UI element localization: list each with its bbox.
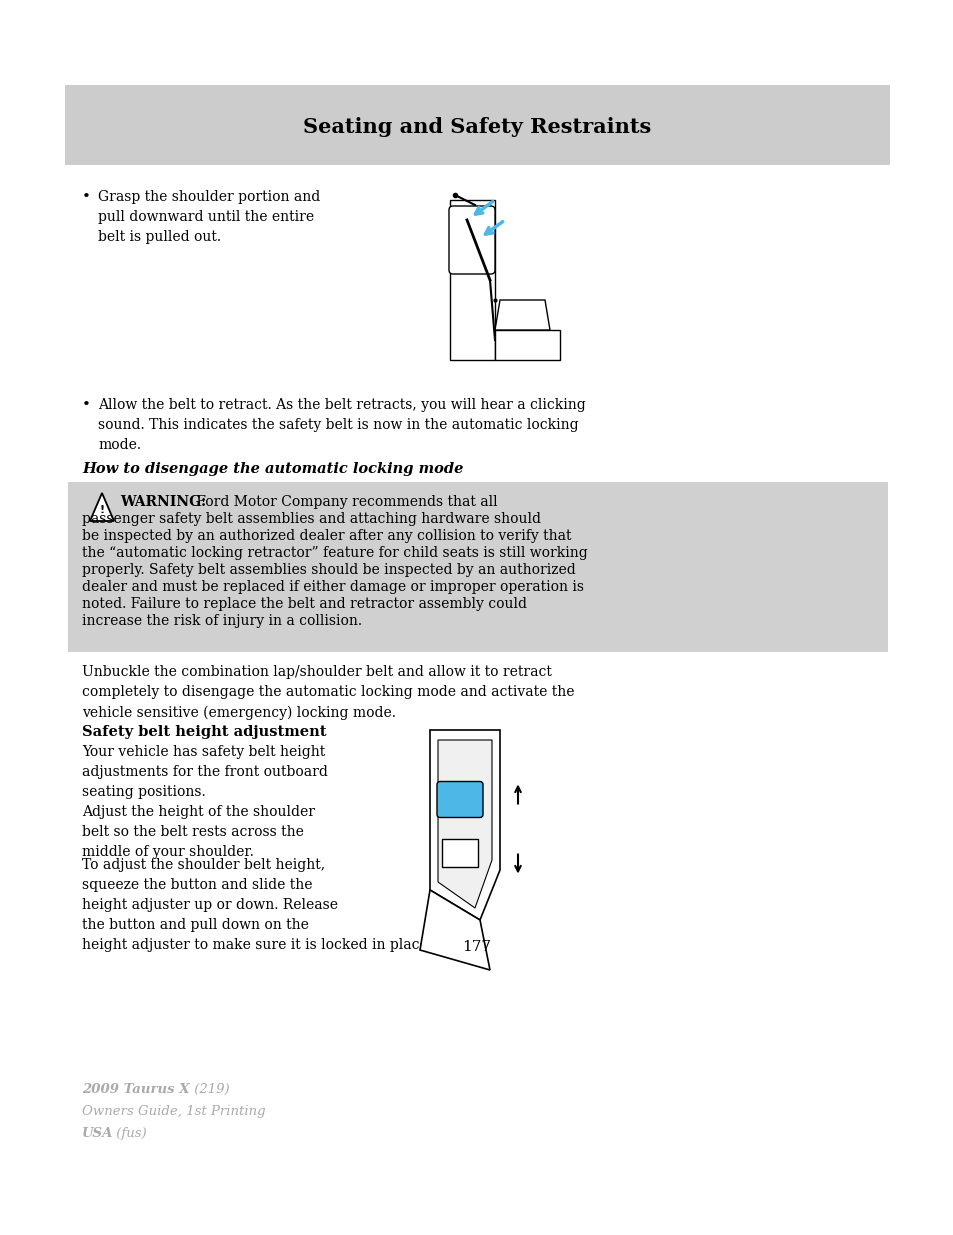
FancyBboxPatch shape bbox=[436, 782, 482, 818]
Polygon shape bbox=[430, 730, 499, 920]
Text: increase the risk of injury in a collision.: increase the risk of injury in a collisi… bbox=[82, 614, 362, 629]
Text: 2009 Taurus X: 2009 Taurus X bbox=[82, 1083, 190, 1095]
Text: noted. Failure to replace the belt and retractor assembly could: noted. Failure to replace the belt and r… bbox=[82, 597, 526, 611]
Text: properly. Safety belt assemblies should be inspected by an authorized: properly. Safety belt assemblies should … bbox=[82, 563, 576, 577]
Text: dealer and must be replaced if either damage or improper operation is: dealer and must be replaced if either da… bbox=[82, 580, 583, 594]
Polygon shape bbox=[419, 890, 490, 969]
Bar bbox=[65, 85, 889, 165]
Text: •: • bbox=[82, 190, 91, 204]
Bar bbox=[441, 839, 477, 867]
Polygon shape bbox=[495, 300, 550, 330]
Text: •: • bbox=[82, 398, 91, 412]
Text: Your vehicle has safety belt height
adjustments for the front outboard
seating p: Your vehicle has safety belt height adju… bbox=[82, 745, 328, 799]
Text: Unbuckle the combination lap/shoulder belt and allow it to retract
completely to: Unbuckle the combination lap/shoulder be… bbox=[82, 664, 574, 720]
Polygon shape bbox=[90, 493, 113, 521]
Text: the “automatic locking retractor” feature for child seats is still working: the “automatic locking retractor” featur… bbox=[82, 546, 587, 559]
Text: Owners Guide, 1st Printing: Owners Guide, 1st Printing bbox=[82, 1105, 265, 1118]
Text: Grasp the shoulder portion and
pull downward until the entire
belt is pulled out: Grasp the shoulder portion and pull down… bbox=[98, 190, 320, 245]
Text: Ford Motor Company recommends that all: Ford Motor Company recommends that all bbox=[192, 495, 497, 509]
Text: be inspected by an authorized dealer after any collision to verify that: be inspected by an authorized dealer aft… bbox=[82, 529, 571, 543]
Polygon shape bbox=[495, 330, 559, 359]
Text: 177: 177 bbox=[462, 940, 491, 953]
Polygon shape bbox=[450, 200, 495, 359]
Text: Adjust the height of the shoulder
belt so the belt rests across the
middle of yo: Adjust the height of the shoulder belt s… bbox=[82, 805, 314, 860]
Bar bbox=[68, 482, 887, 652]
Text: passenger safety belt assemblies and attaching hardware should: passenger safety belt assemblies and att… bbox=[82, 513, 540, 526]
Text: !: ! bbox=[99, 505, 105, 515]
Text: To adjust the shoulder belt height,
squeeze the button and slide the
height adju: To adjust the shoulder belt height, sque… bbox=[82, 858, 432, 952]
Text: How to disengage the automatic locking mode: How to disengage the automatic locking m… bbox=[82, 462, 463, 475]
Text: (fus): (fus) bbox=[112, 1128, 147, 1140]
Text: (219): (219) bbox=[190, 1083, 230, 1095]
Text: Seating and Safety Restraints: Seating and Safety Restraints bbox=[302, 117, 651, 137]
Text: WARNING:: WARNING: bbox=[120, 495, 206, 509]
FancyBboxPatch shape bbox=[449, 206, 495, 274]
Text: USA: USA bbox=[82, 1128, 113, 1140]
Text: Allow the belt to retract. As the belt retracts, you will hear a clicking
sound.: Allow the belt to retract. As the belt r… bbox=[98, 398, 585, 452]
Polygon shape bbox=[437, 740, 492, 908]
Text: Safety belt height adjustment: Safety belt height adjustment bbox=[82, 725, 326, 739]
